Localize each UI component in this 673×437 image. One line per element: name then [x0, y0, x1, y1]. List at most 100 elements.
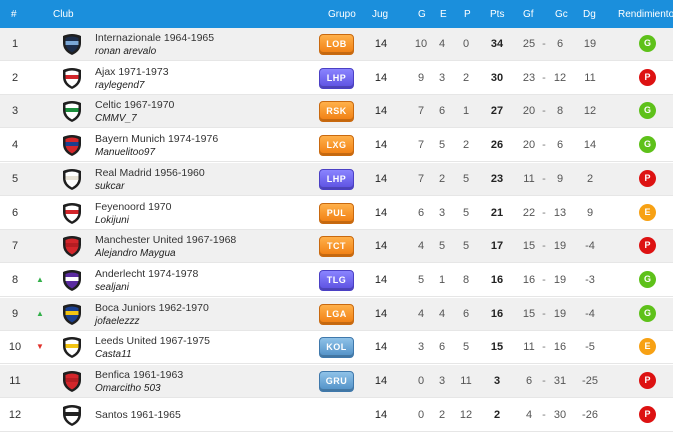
header-p: P	[464, 9, 471, 20]
draws-count: 1	[438, 273, 446, 286]
club-info[interactable]: Boca Juniors 1962-1970 jofaelezzz	[95, 302, 305, 330]
club-crest-icon	[63, 236, 81, 258]
table-row[interactable]: 9 ▲ Boca Juniors 1962-1970 jofaelezzz LGA 14 4…	[0, 297, 673, 331]
manager-name[interactable]: ronan arevalo	[95, 46, 157, 57]
club-info[interactable]: Anderlecht 1974-1978 sealjani	[95, 268, 305, 296]
performance-badge: G	[639, 102, 656, 120]
wins-count: 0	[417, 375, 425, 387]
group-badge[interactable]: LOB	[319, 34, 354, 55]
club-info[interactable]: Bayern Munich 1974-1976 Manuelitoo97	[95, 133, 305, 161]
played-count: 14	[374, 105, 388, 118]
points-count: 30	[490, 71, 504, 84]
manager-name[interactable]: Alejandro Maygua	[95, 248, 176, 260]
performance-badge: P	[639, 237, 656, 255]
club-info[interactable]: Benfica 1961-1963 Omarcitho 503	[95, 369, 305, 397]
goals-separator: -	[542, 240, 546, 253]
club-info[interactable]: Manchester United 1967-1968 Alejandro May…	[95, 234, 305, 262]
points-count: 16	[490, 307, 504, 320]
group-badge[interactable]: TLG	[319, 269, 354, 291]
position-number: 4	[11, 139, 19, 152]
club-name[interactable]: Anderlecht 1974-1978	[95, 267, 199, 280]
club-info[interactable]: Leeds United 1967-1975 Casta11	[95, 335, 305, 363]
club-name[interactable]: Internazionale 1964-1965	[95, 32, 215, 44]
club-info[interactable]: Santos 1961-1965	[95, 409, 305, 437]
wins-count: 7	[417, 139, 425, 152]
group-badge[interactable]: GRU	[319, 371, 354, 392]
played-count: 14	[374, 139, 388, 152]
club-name[interactable]: Benfica 1961-1963	[95, 369, 184, 381]
goal-difference: 11	[584, 71, 596, 84]
points-count: 16	[490, 273, 504, 286]
goals-separator: -	[542, 172, 546, 185]
manager-name[interactable]: Casta11	[95, 349, 132, 361]
draws-count: 6	[438, 341, 446, 354]
club-crest-icon	[63, 67, 81, 89]
club-name[interactable]: Celtic 1967-1970	[95, 99, 175, 112]
manager-name[interactable]: jofaelezzz	[95, 315, 140, 327]
club-name[interactable]: Ajax 1971-1973	[95, 65, 169, 78]
trend-up-icon: ▲	[36, 308, 44, 318]
goals-for: 11	[523, 172, 535, 185]
club-name[interactable]: Leeds United 1967-1975	[95, 335, 211, 348]
manager-name[interactable]: sealjani	[95, 281, 129, 293]
table-row[interactable]: 11 Benfica 1961-1963 Omarcitho 503 GRU 14 0 3 1…	[0, 365, 673, 398]
club-name[interactable]: Real Madrid 1956-1960	[95, 166, 205, 179]
group-badge[interactable]: KOL	[319, 337, 354, 359]
manager-name[interactable]: Omarcitho 503	[95, 383, 161, 394]
club-name[interactable]: Bayern Munich 1974-1976	[95, 133, 219, 146]
goals-for: 20	[522, 105, 536, 118]
goal-difference: -25	[582, 375, 598, 387]
group-badge[interactable]: LHP	[319, 67, 354, 89]
performance-badge: G	[639, 35, 656, 52]
club-name[interactable]: Feyenoord 1970	[95, 200, 172, 213]
manager-name[interactable]: sukcar	[95, 180, 125, 192]
table-row[interactable]: 12 Santos 1961-1965 14 0 2 12 2 4-30 -26 P	[0, 399, 673, 432]
club-info[interactable]: Real Madrid 1956-1960 sukcar	[95, 167, 305, 195]
table-row[interactable]: 5 Real Madrid 1956-1960 sukcar LHP 14 7 2 5 23 11…	[0, 162, 673, 196]
losses-count: 5	[462, 172, 470, 185]
club-info[interactable]: Celtic 1967-1970 CMMV_7	[95, 99, 305, 127]
goal-difference: -26	[582, 408, 598, 421]
table-row[interactable]: 7 Manchester United 1967-1968 Alejandro Ma…	[0, 230, 673, 264]
losses-count: 11	[460, 375, 472, 387]
position-number: 9	[11, 307, 19, 320]
club-name[interactable]: Manchester United 1967-1968	[95, 234, 237, 247]
table-row[interactable]: 3 Celtic 1967-1970 CMMV_7 RSK 14 7 6 1 27 20-8 12 G	[0, 95, 673, 129]
manager-name[interactable]: Manuelitoo97	[95, 147, 156, 159]
losses-count: 2	[462, 139, 470, 152]
group-badge[interactable]: LXG	[319, 135, 354, 157]
club-info[interactable]: Feyenoord 1970 Lokijuni	[95, 201, 305, 229]
club-info[interactable]: Internazionale 1964-1965 ronan arevalo	[95, 32, 305, 60]
group-badge[interactable]: PUL	[319, 202, 354, 224]
wins-count: 4	[417, 307, 425, 320]
goals-separator: -	[542, 408, 546, 421]
table-row[interactable]: 10 ▼ Leeds United 1967-1975 Casta11 KOL 14 3 6 5…	[0, 331, 673, 365]
group-badge[interactable]: LGA	[319, 303, 354, 325]
losses-count: 8	[462, 273, 470, 286]
group-badge[interactable]: LHP	[319, 168, 354, 190]
group-badge[interactable]: RSK	[319, 101, 354, 123]
header-g: G	[418, 9, 426, 20]
club-name[interactable]: Santos 1961-1965	[95, 408, 181, 421]
table-row[interactable]: 4 Bayern Munich 1974-1976 Manuelitoo97 LXG 1…	[0, 129, 673, 163]
manager-name[interactable]: raylegend7	[95, 79, 145, 91]
club-info[interactable]: Ajax 1971-1973 raylegend7	[95, 66, 305, 94]
table-row[interactable]: 2 Ajax 1971-1973 raylegend7 LHP 14 9 3 2 30 23-12…	[0, 62, 673, 95]
header-pts: Pts	[490, 9, 505, 20]
manager-name[interactable]: Lokijuni	[95, 214, 129, 226]
manager-name[interactable]: CMMV_7	[95, 113, 137, 125]
table-row[interactable]: 8 ▲ Anderlecht 1974-1978 sealjani TLG 14 5 1 8 16…	[0, 264, 673, 297]
points-count: 21	[490, 206, 504, 219]
goals-separator: -	[542, 71, 546, 84]
goals-separator: -	[542, 341, 546, 354]
goals-against: 9	[556, 172, 564, 185]
losses-count: 6	[462, 307, 470, 320]
table-row[interactable]: 6 Feyenoord 1970 Lokijuni PUL 14 6 3 5 21 22-13 9 E	[0, 197, 673, 230]
position-number: 10	[8, 341, 22, 354]
table-row[interactable]: 1 Internazionale 1964-1965 ronan arevalo LO…	[0, 28, 673, 61]
group-badge[interactable]: TCT	[319, 236, 354, 258]
goals-for: 11	[523, 341, 535, 354]
wins-count: 9	[417, 71, 425, 84]
club-name[interactable]: Boca Juniors 1962-1970	[95, 301, 209, 314]
goal-difference: -3	[585, 273, 595, 286]
